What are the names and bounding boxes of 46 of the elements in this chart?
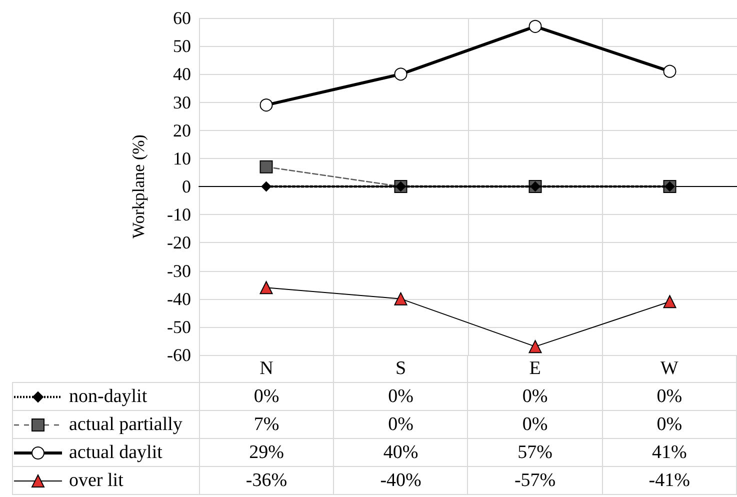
- y-tick-label: -10: [167, 204, 191, 225]
- legend-label: non-daylit: [69, 386, 148, 406]
- y-tick-label: -60: [167, 345, 191, 365]
- legend-label: actual daylit: [69, 442, 162, 462]
- y-tick-label: 0: [182, 176, 191, 196]
- point: [528, 20, 542, 33]
- point: [528, 340, 542, 354]
- y-tick-label: -20: [167, 232, 191, 253]
- y-axis-title: Workplane (%): [129, 134, 148, 238]
- y-tick-label: -30: [167, 260, 191, 281]
- y-tick-label: -40: [167, 288, 191, 309]
- data-label: 0%: [334, 410, 468, 438]
- y-tick-label: 40: [173, 64, 191, 84]
- data-label: 7%: [199, 410, 334, 438]
- x-tick-label: W: [602, 356, 736, 382]
- data-label: 0%: [468, 382, 602, 410]
- y-tick-label: 20: [173, 120, 191, 140]
- point: [663, 295, 676, 308]
- x-tick-label: E: [468, 356, 602, 382]
- data-label: -41%: [602, 466, 736, 494]
- y-tick-label: 30: [173, 92, 191, 112]
- point: [260, 98, 273, 112]
- y-tick-label: 50: [173, 36, 191, 56]
- data-label: 0%: [468, 410, 602, 438]
- data-label: 0%: [602, 410, 736, 438]
- point: [663, 64, 676, 78]
- data-label: 0%: [199, 382, 334, 410]
- data-label: 57%: [468, 438, 602, 466]
- data-label: 0%: [602, 382, 736, 410]
- data-label: 29%: [199, 438, 334, 466]
- data-label: -36%: [199, 466, 334, 494]
- x-tick-label: N: [199, 356, 334, 382]
- data-label: 41%: [602, 438, 736, 466]
- point: [394, 68, 408, 81]
- y-tick-label: 10: [173, 148, 191, 168]
- x-tick-label: S: [334, 356, 468, 382]
- legend-label: over lit: [69, 470, 124, 490]
- data-label: -57%: [468, 466, 602, 494]
- y-tick-label: -50: [167, 316, 191, 337]
- point: [394, 292, 408, 306]
- data-label: 0%: [334, 382, 468, 410]
- data-label: -40%: [334, 466, 468, 494]
- legend-label: actual partially: [69, 414, 182, 434]
- data-label: 40%: [334, 438, 468, 466]
- y-tick-label: 60: [173, 8, 191, 28]
- point: [260, 281, 273, 294]
